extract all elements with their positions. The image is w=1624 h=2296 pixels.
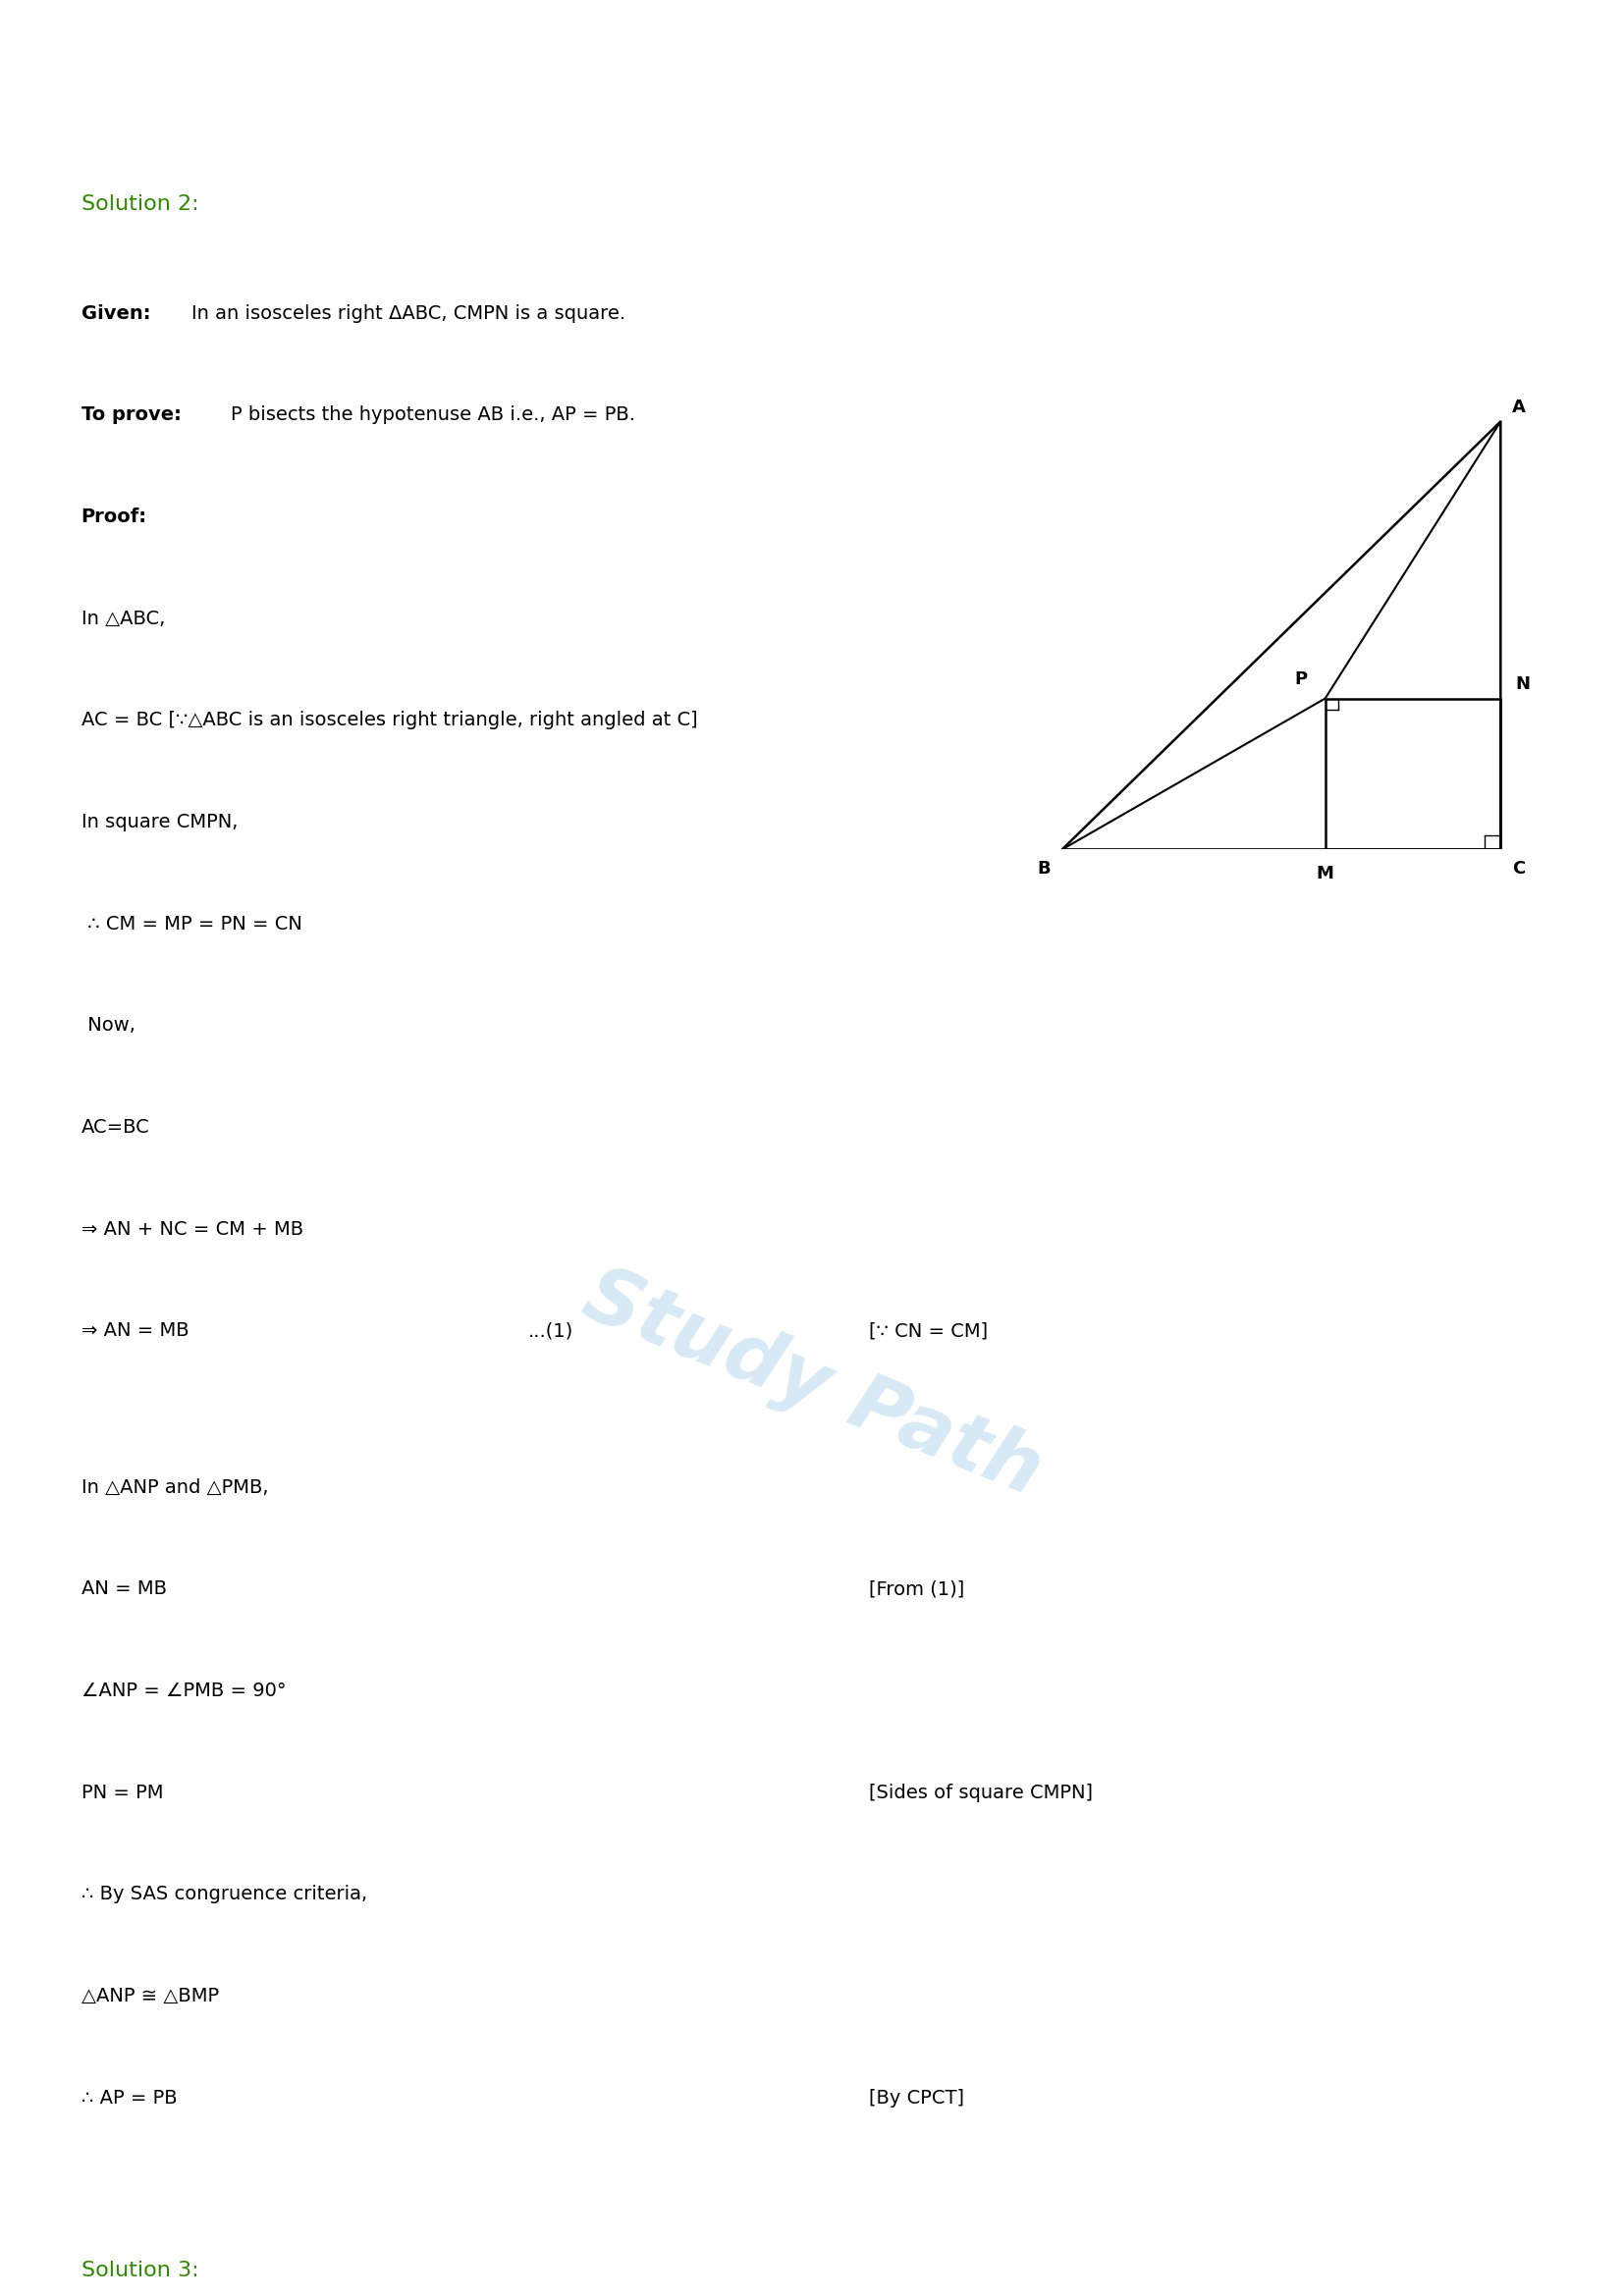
Text: P bisects the hypotenuse AB i.e., AP = PB.: P bisects the hypotenuse AB i.e., AP = P… — [231, 406, 635, 425]
Text: Solution 2:: Solution 2: — [81, 195, 198, 214]
Text: PN = PM: PN = PM — [81, 1784, 162, 1802]
Text: [By CPCT]: [By CPCT] — [869, 2089, 965, 2108]
Text: Solution 3:: Solution 3: — [81, 2262, 198, 2280]
Text: ∴ By SAS congruence criteria,: ∴ By SAS congruence criteria, — [81, 1885, 367, 1903]
Text: [Sides of square CMPN]: [Sides of square CMPN] — [869, 1784, 1093, 1802]
Text: ∴ AP = PB: ∴ AP = PB — [81, 2089, 177, 2108]
Text: In △ABC,: In △ABC, — [81, 608, 166, 629]
Text: N: N — [1515, 675, 1530, 693]
Text: C: C — [1512, 859, 1525, 877]
Text: ∠ANP = ∠PMB = 90°: ∠ANP = ∠PMB = 90° — [81, 1681, 286, 1699]
Text: ∴ CM = MP = PN = CN: ∴ CM = MP = PN = CN — [81, 914, 302, 932]
Text: [∵ CN = CM]: [∵ CN = CM] — [869, 1322, 987, 1341]
Text: ⇒ AN + NC = CM + MB: ⇒ AN + NC = CM + MB — [81, 1219, 304, 1238]
Text: P: P — [1294, 670, 1307, 689]
Text: ⇒ AN = MB: ⇒ AN = MB — [81, 1322, 188, 1341]
Text: ...(1): ...(1) — [528, 1322, 573, 1341]
Text: [From (1)]: [From (1)] — [869, 1580, 965, 1598]
Text: AN = MB: AN = MB — [81, 1580, 167, 1598]
Text: △ANP ≅ △BMP: △ANP ≅ △BMP — [81, 1986, 219, 2004]
Text: In △ANP and △PMB,: In △ANP and △PMB, — [81, 1479, 268, 1497]
Text: RS Aggarwal Solutions: RS Aggarwal Solutions — [664, 73, 960, 99]
Text: A: A — [1512, 400, 1527, 416]
Text: In square CMPN,: In square CMPN, — [81, 813, 237, 831]
Text: Study Path: Study Path — [572, 1258, 1052, 1511]
Text: Class IX: Class IX — [760, 32, 864, 57]
Text: In an isosceles right ΔABC, CMPN is a square.: In an isosceles right ΔABC, CMPN is a sq… — [192, 303, 625, 324]
Text: B: B — [1038, 859, 1051, 877]
Text: M: M — [1317, 866, 1333, 882]
Text: Page 2 of 13: Page 2 of 13 — [741, 2243, 883, 2262]
Text: Proof:: Proof: — [81, 507, 148, 526]
Text: AC=BC: AC=BC — [81, 1118, 149, 1137]
Text: Chapter 10: Quadrilaterals: Chapter 10: Quadrilaterals — [638, 117, 986, 140]
Text: Now,: Now, — [81, 1017, 135, 1035]
Text: To prove:: To prove: — [81, 406, 182, 425]
Text: Given:: Given: — [81, 303, 151, 324]
Text: AC = BC [∵△ABC is an isosceles right triangle, right angled at C]: AC = BC [∵△ABC is an isosceles right tri… — [81, 712, 697, 730]
